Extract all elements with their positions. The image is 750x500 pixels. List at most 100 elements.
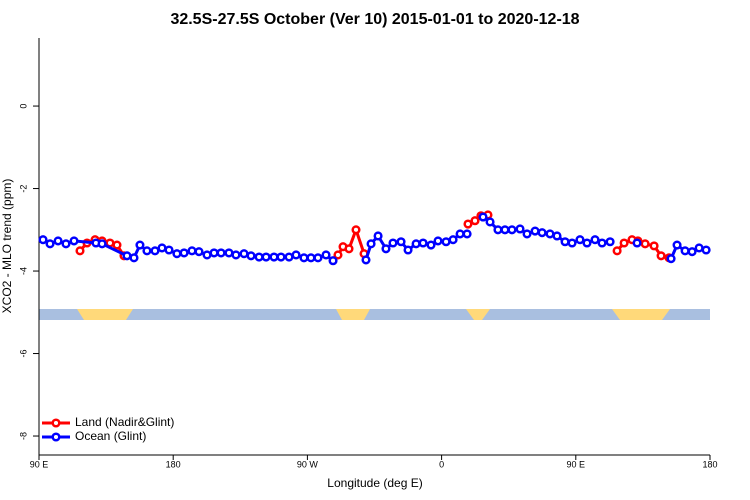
data-point — [373, 231, 383, 241]
data-point — [649, 241, 659, 251]
data-point — [463, 219, 473, 229]
data-point — [560, 237, 570, 247]
data-point — [687, 247, 697, 257]
data-point — [150, 246, 160, 256]
data-point — [142, 246, 152, 256]
data-point — [590, 235, 600, 245]
data-point — [701, 245, 711, 255]
data-point — [605, 237, 615, 247]
data-point — [632, 238, 642, 248]
data-point — [261, 252, 271, 262]
data-point — [112, 240, 122, 250]
surface-band — [39, 309, 710, 320]
data-point — [135, 240, 145, 250]
data-point — [269, 252, 279, 262]
data-point — [157, 243, 167, 253]
x-tick-label: 180 — [702, 459, 717, 469]
data-point — [194, 247, 204, 257]
x-tick-label: 90 E — [567, 459, 586, 469]
data-point — [388, 238, 398, 248]
data-point — [485, 217, 495, 227]
legend-marker — [51, 418, 61, 428]
data-point — [53, 236, 63, 246]
data-point — [187, 246, 197, 256]
data-point — [455, 229, 465, 239]
data-point — [411, 239, 421, 249]
data-point — [640, 239, 650, 249]
data-point — [470, 216, 480, 226]
data-point — [276, 252, 286, 262]
legend-label: Land (Nadir&Glint) — [75, 415, 174, 429]
y-tick-label: -8 — [18, 432, 28, 440]
data-point — [396, 237, 406, 247]
data-point — [418, 238, 428, 248]
data-point — [381, 244, 391, 254]
y-tick-label: -6 — [18, 350, 28, 358]
data-point — [403, 245, 413, 255]
data-point — [478, 212, 488, 222]
data-point — [284, 252, 294, 262]
data-point — [122, 251, 132, 261]
y-tick-label: 0 — [18, 104, 28, 109]
data-point — [567, 238, 577, 248]
x-tick-label: 180 — [166, 459, 181, 469]
x-tick-label: 0 — [439, 459, 444, 469]
data-point — [656, 251, 666, 261]
data-point — [441, 237, 451, 247]
data-point — [522, 229, 532, 239]
data-point — [224, 248, 234, 258]
data-point — [361, 255, 371, 265]
data-point — [552, 231, 562, 241]
data-point — [333, 250, 343, 260]
data-point — [619, 238, 629, 248]
data-point — [299, 253, 309, 263]
data-point — [694, 243, 704, 253]
data-point — [45, 239, 55, 249]
data-point — [254, 252, 264, 262]
data-point — [172, 249, 182, 259]
data-point — [666, 254, 676, 264]
data-point — [351, 225, 361, 235]
data-point — [612, 246, 622, 256]
data-point — [69, 236, 79, 246]
data-point — [202, 250, 212, 260]
data-point — [507, 225, 517, 235]
data-point — [462, 229, 472, 239]
data-point — [537, 228, 547, 238]
data-point — [129, 253, 139, 263]
data-point — [209, 248, 219, 258]
data-point — [179, 248, 189, 258]
data-point — [216, 248, 226, 258]
data-point — [291, 250, 301, 260]
data-point — [582, 238, 592, 248]
data-point — [97, 239, 107, 249]
data-point — [328, 256, 338, 266]
data-point — [306, 253, 316, 263]
data-point — [61, 239, 71, 249]
data-point — [672, 240, 682, 250]
data-point — [366, 239, 376, 249]
x-axis-label: Longitude (deg E) — [327, 476, 422, 490]
data-point — [493, 225, 503, 235]
x-tick-label: 90 E — [30, 459, 49, 469]
data-point — [545, 229, 555, 239]
data-point — [313, 253, 323, 263]
data-point — [515, 224, 525, 234]
y-tick-label: -4 — [18, 267, 28, 275]
data-point — [344, 244, 354, 254]
data-point — [597, 238, 607, 248]
x-tick-label: 90 W — [297, 459, 319, 469]
data-point — [426, 240, 436, 250]
data-point — [680, 246, 690, 256]
data-point — [575, 235, 585, 245]
data-point — [231, 250, 241, 260]
legend-marker — [51, 432, 61, 442]
legend-label: Ocean (Glint) — [75, 429, 146, 443]
y-tick-label: -2 — [18, 185, 28, 193]
data-point — [321, 250, 331, 260]
data-point — [433, 236, 443, 246]
data-point — [500, 225, 510, 235]
data-point — [246, 251, 256, 261]
y-axis-label: XCO2 - MLO trend (ppm) — [0, 179, 14, 314]
chart-title: 32.5S-27.5S October (Ver 10) 2015-01-01 … — [170, 11, 579, 28]
